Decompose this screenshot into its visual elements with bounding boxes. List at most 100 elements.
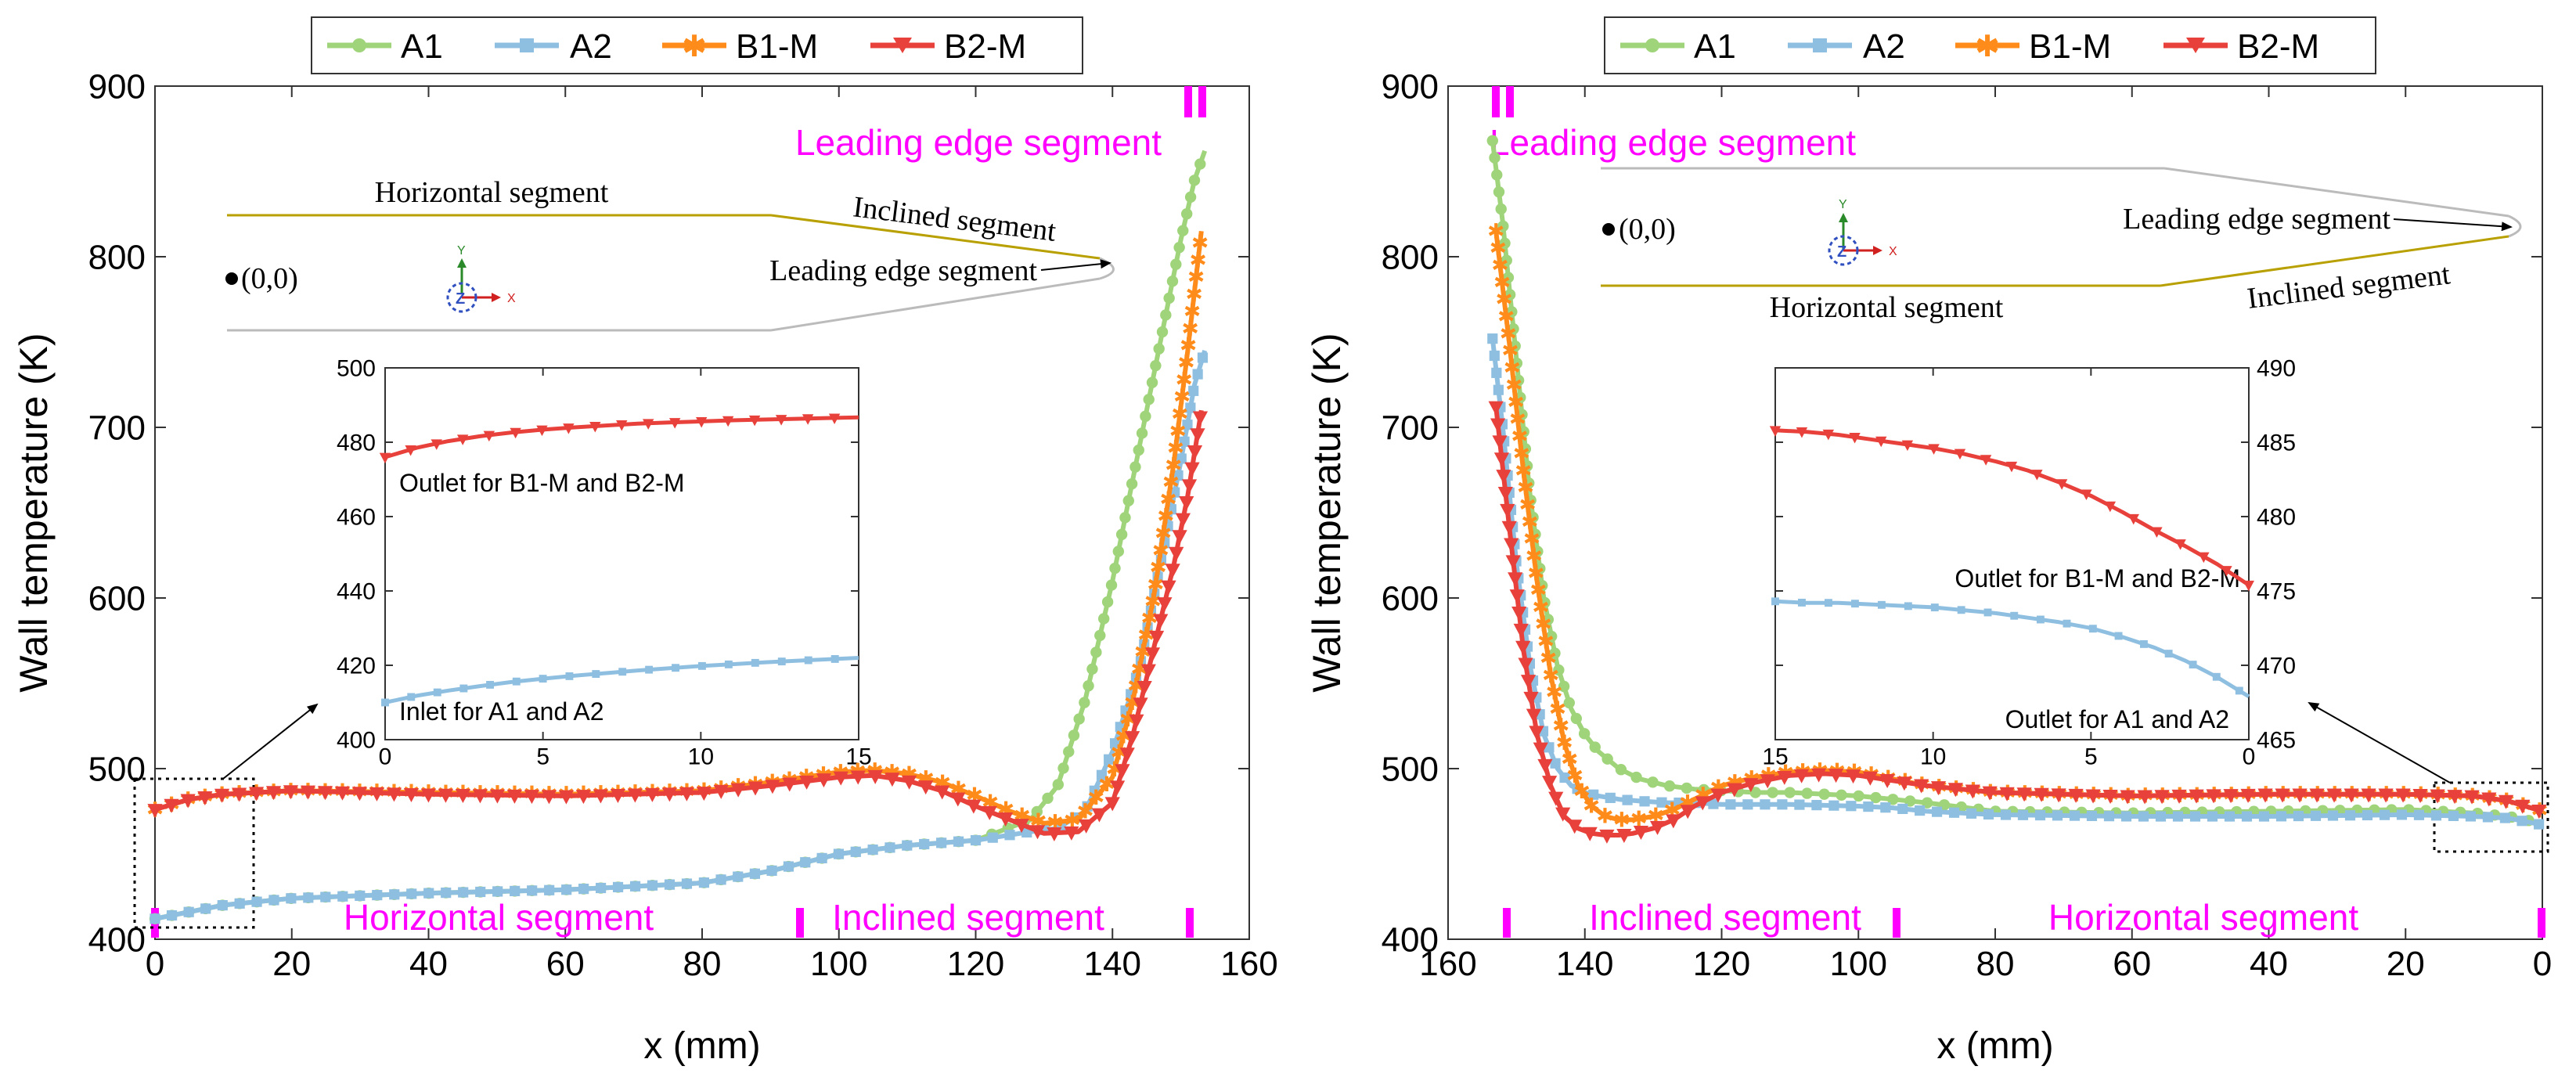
left-b1m-point: ✱ xyxy=(1149,556,1166,579)
left-a1-point xyxy=(1150,359,1162,372)
right-a1-point xyxy=(1647,776,1659,788)
left-a1-point xyxy=(1042,792,1054,804)
left-a1-point xyxy=(1156,326,1169,338)
left-b2m-point xyxy=(1137,681,1152,696)
inset-left-a2-point xyxy=(381,698,389,707)
origin-label: (0,0) xyxy=(241,262,298,295)
schematic-horizontal-label: Horizontal segment xyxy=(375,176,609,209)
inset-left-b2m-point xyxy=(695,416,708,428)
right-a2-point xyxy=(1491,367,1502,378)
inset-right-a2-point xyxy=(1798,598,1806,607)
leading-edge-label-left: Leading edge segment xyxy=(795,122,1162,163)
right-a1-point xyxy=(1497,220,1509,232)
right-b2m-point xyxy=(1777,770,1792,785)
right-b2m-point xyxy=(1930,781,1947,796)
left-a2-point xyxy=(800,857,811,868)
inset-right-b2m-point xyxy=(1980,455,1992,466)
inset-right-y-tick-label: 470 xyxy=(2257,654,2296,679)
left-x-tick-label: 20 xyxy=(272,945,311,983)
left-b1m-point: ✱ xyxy=(1127,674,1144,697)
inset-right-a2-point xyxy=(1930,603,1939,612)
left-b1m-point: ✱ xyxy=(1162,470,1180,494)
left-b1m-point: ✱ xyxy=(1165,453,1182,477)
left-x-tick-label: 0 xyxy=(146,945,164,983)
right-a2-point xyxy=(1639,796,1650,807)
right-a1-point xyxy=(1767,787,1778,798)
right-a1-point xyxy=(1499,237,1511,250)
inset-left-b2m-point xyxy=(456,434,469,445)
left-a2-point xyxy=(1096,769,1108,780)
left-b1m-point: ✱ xyxy=(1186,283,1203,306)
right-y-tick-label: 600 xyxy=(1382,579,1439,618)
left-b2m-point xyxy=(489,789,506,804)
schematic-leading-arrow xyxy=(1040,259,1111,271)
left-a2-point xyxy=(647,880,658,891)
right-a2-point xyxy=(1863,801,1874,812)
right-b2m-point xyxy=(1537,758,1553,773)
left-a1-point xyxy=(1160,309,1172,321)
svg-text:Z: Z xyxy=(1837,243,1846,261)
right-a2-point xyxy=(2448,810,2459,821)
left-b1m-point: ✱ xyxy=(1171,402,1188,426)
inset-right-a2-point xyxy=(2139,639,2148,648)
left-b2m-point xyxy=(438,788,454,803)
left-y-tick-label: 700 xyxy=(88,409,146,447)
inset-left-a2-point xyxy=(512,677,521,686)
right-b2m-point xyxy=(2344,788,2359,803)
inset-right-y-tick-label: 490 xyxy=(2257,356,2296,382)
right-b2m-point xyxy=(2378,788,2394,803)
left-b2m-point xyxy=(833,771,848,786)
right-x-tick-label: 160 xyxy=(1419,945,1476,983)
right-b2m-point xyxy=(2481,792,2497,807)
left-a2-point xyxy=(286,893,297,904)
left-b2m-point xyxy=(850,770,866,785)
left-a2-point xyxy=(953,836,964,847)
inset-right-a2-point xyxy=(2235,686,2243,695)
inset-left-x-tick-label: 10 xyxy=(688,744,714,770)
left-b2m-point xyxy=(403,787,420,802)
right-b2m-point xyxy=(2068,788,2084,803)
right-b2m-point xyxy=(1828,769,1844,783)
left-b2m-point xyxy=(935,785,950,800)
right-b2m-point xyxy=(2309,788,2325,803)
left-a2-point xyxy=(1004,830,1015,841)
left-b1m-point: ✱ xyxy=(1098,773,1115,796)
right-b2m-point xyxy=(2412,788,2428,803)
left-b2m-point xyxy=(679,787,694,801)
inset-outlet-label-left: Outlet for B1-M and B2-M xyxy=(399,469,685,497)
zoom-arrow-left xyxy=(222,703,319,780)
right-b2m-point xyxy=(1501,520,1517,535)
left-a2-point xyxy=(715,874,726,885)
left-b2m-point xyxy=(334,786,351,801)
inset-left-a2-point xyxy=(804,656,812,665)
coordinate-axes-icon: Y X Z xyxy=(1828,198,1897,266)
right-a2-point xyxy=(2396,809,2408,820)
left-a2-point xyxy=(372,890,383,901)
leading-edge-label-right: Leading edge segment xyxy=(1490,122,1856,163)
right-a2-point xyxy=(1622,794,1633,805)
left-x-tick-label: 80 xyxy=(683,945,722,983)
right-b2m-point xyxy=(1508,572,1523,587)
left-b2m-point xyxy=(798,775,815,790)
right-a1-point xyxy=(1615,764,1627,776)
left-b2m-point xyxy=(661,787,677,802)
right-b1m-point: ✱ xyxy=(1549,697,1566,721)
left-a2-point xyxy=(833,848,845,859)
left-b2m-point xyxy=(351,787,368,801)
origin-label: (0,0) xyxy=(1619,213,1676,246)
right-b2m-point xyxy=(2206,789,2221,804)
right-a2-point xyxy=(1487,333,1498,344)
left-b1m-point: ✱ xyxy=(1147,573,1164,596)
right-a1-point xyxy=(1570,712,1583,725)
right-a1-point xyxy=(1486,135,1498,146)
right-b2m-point xyxy=(1727,783,1742,798)
horizontal-segment-label-left: Horizontal segment xyxy=(344,897,654,938)
left-b1m-point: ✱ xyxy=(1155,521,1172,545)
right-y-tick-label: 400 xyxy=(1382,920,1439,959)
right-b2m-point xyxy=(2154,790,2170,805)
left-a2-point xyxy=(320,891,331,902)
inset-outlet-b-label-right: Outlet for B1-M and B2-M xyxy=(1955,564,2240,593)
right-b1m-point: ✱ xyxy=(1521,510,1538,534)
right-a2-point xyxy=(1777,799,1788,810)
left-b2m-point xyxy=(867,769,883,784)
